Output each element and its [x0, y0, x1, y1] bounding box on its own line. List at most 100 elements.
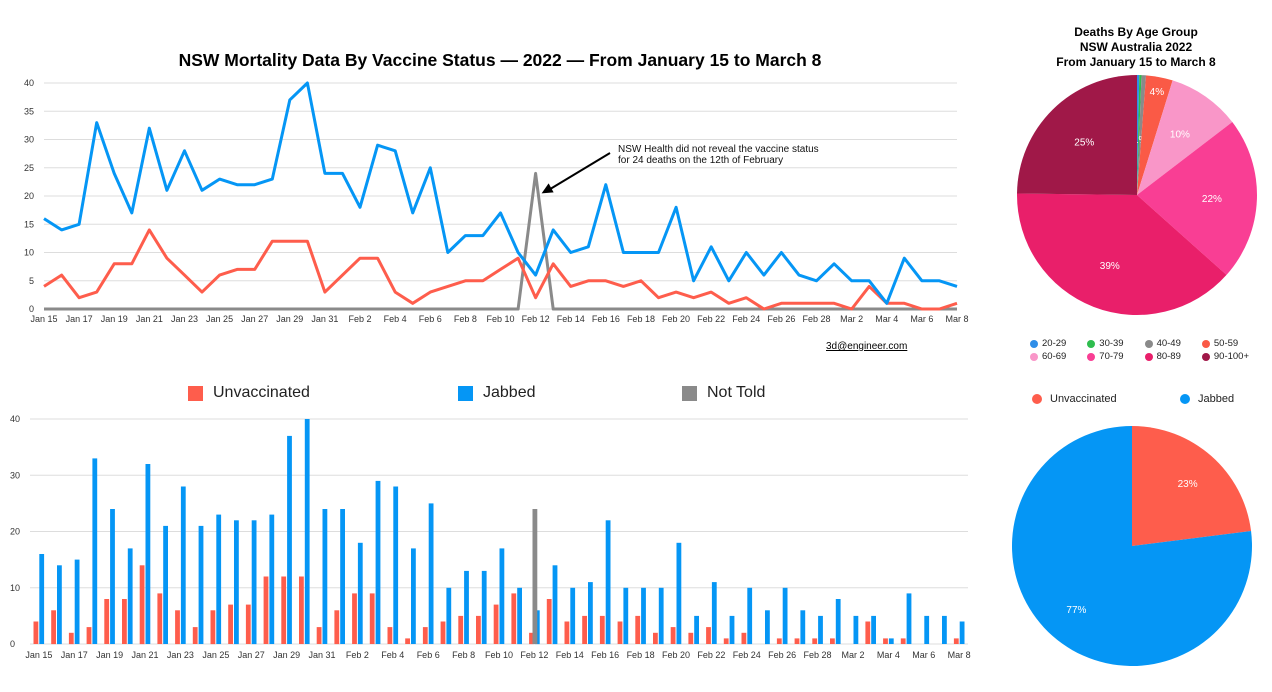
- bar-jabbed: [942, 615, 947, 644]
- bar-x-tick-label: Feb 2: [346, 650, 369, 660]
- bar-x-tick-label: Jan 15: [25, 650, 52, 660]
- age-pie-slice-70-79: [1137, 122, 1257, 275]
- bar-unvaccinated: [511, 593, 517, 644]
- bar-unvaccinated: [706, 627, 711, 644]
- line-x-tick-label: Jan 15: [30, 314, 57, 324]
- bar-unvaccinated: [175, 610, 180, 645]
- bar-unvaccinated: [440, 621, 446, 644]
- age-legend-item-30-39: 30-39: [1087, 338, 1134, 349]
- vax-legend-dot-jabbed: [1180, 394, 1190, 404]
- bar-x-tick-label: Jan 19: [96, 650, 123, 660]
- age-pie-slice-label-60-69: 10%: [1170, 130, 1190, 141]
- bar-unvaccinated: [210, 610, 216, 645]
- bar-unvaccinated: [653, 632, 658, 645]
- age-pie-slice-50-59: [1137, 75, 1173, 195]
- line-x-tick-label: Feb 20: [662, 314, 690, 324]
- bar-y-tick-label: 30: [10, 470, 20, 480]
- age-pie-slice-80-89: [1017, 193, 1227, 315]
- credit-link[interactable]: 3d@engineer.com: [826, 341, 908, 352]
- bar-unvaccinated: [546, 599, 552, 644]
- vax-pie-legend-unvaccinated: Unvaccinated: [1032, 393, 1117, 405]
- age-legend-dot: [1030, 352, 1038, 361]
- bar-unvaccinated: [139, 565, 145, 645]
- bar-x-tick-label: Feb 16: [591, 650, 619, 660]
- bar-y-tick-label: 10: [10, 583, 20, 593]
- line-x-tick-label: Feb 18: [627, 314, 655, 324]
- bar-jabbed: [481, 570, 487, 644]
- bar-jabbed: [375, 480, 381, 644]
- annotation-text-line-1: NSW Health did not reveal the vaccine st…: [618, 144, 819, 155]
- line-x-tick-label: Feb 24: [732, 314, 760, 324]
- bar-unvaccinated: [51, 610, 56, 645]
- age-legend-dot: [1201, 352, 1210, 361]
- bar-x-tick-label: Jan 17: [61, 650, 88, 660]
- legend-label-not-told: Not Told: [707, 384, 766, 401]
- age-legend-item-40-49: 40-49: [1144, 338, 1192, 349]
- bar-x-tick-label: Feb 22: [697, 650, 725, 660]
- bar-jabbed: [499, 548, 505, 644]
- bar-unvaccinated: [812, 638, 818, 644]
- bar-unvaccinated: [582, 615, 587, 644]
- bar-jabbed: [623, 587, 629, 645]
- series-line-not-told: [44, 171, 957, 311]
- line-x-tick-label: Feb 28: [803, 314, 831, 324]
- bar-unvaccinated: [458, 615, 464, 644]
- series-line-jabbed: [43, 81, 958, 305]
- bar-x-tick-label: Feb 20: [662, 650, 690, 660]
- bar-unvaccinated: [86, 627, 92, 644]
- bar-unvaccinated: [529, 632, 534, 645]
- line-x-tick-label: Jan 17: [66, 314, 93, 324]
- bar-jabbed: [765, 610, 770, 645]
- bar-jabbed: [304, 419, 310, 644]
- line-x-tick-label: Jan 25: [206, 314, 233, 324]
- bar-jabbed: [552, 565, 558, 645]
- bar-jabbed: [428, 503, 434, 644]
- age-legend-label: 70-79: [1099, 351, 1124, 362]
- line-y-tick-label: 25: [24, 163, 34, 173]
- legend-swatch-not-told: [682, 385, 697, 401]
- line-x-tick-label: Jan 27: [241, 314, 268, 324]
- age-pie-slice-label-70-79: 22%: [1202, 194, 1222, 205]
- bar-jabbed: [180, 486, 186, 644]
- bar-x-tick-label: Feb 18: [627, 650, 655, 660]
- line-x-tick-label: Mar 4: [875, 314, 898, 324]
- line-x-tick-label: Feb 14: [557, 314, 585, 324]
- bar-y-tick-label: 20: [10, 527, 20, 537]
- bar-unvaccinated: [794, 638, 800, 644]
- legend-not-told: Not Told: [682, 384, 765, 402]
- bar-jabbed: [269, 514, 275, 644]
- age-pie-slice-30-39: [1137, 75, 1142, 195]
- vax-pie-slice-label-jabbed: 77%: [1066, 605, 1086, 616]
- bar-jabbed: [287, 435, 292, 644]
- bar-y-tick-label: 40: [10, 414, 20, 424]
- age-pie-legend: 20-29 30-39 40-49 50-59 60-69 70-79 80-89 90-10…: [1030, 338, 1260, 362]
- bar-unvaccinated: [104, 599, 110, 644]
- bar-jabbed: [145, 464, 151, 644]
- bar-jabbed: [357, 542, 363, 645]
- line-x-tick-label: Feb 4: [384, 314, 407, 324]
- bar-x-tick-label: Feb 4: [381, 650, 404, 660]
- legend-unvaccinated: Unvaccinated: [188, 384, 310, 402]
- bar-x-tick-label: Mar 6: [912, 650, 935, 660]
- annotation-arrow-head: [541, 183, 554, 194]
- line-y-tick-label: 5: [29, 276, 34, 286]
- line-y-tick-label: 10: [24, 248, 34, 258]
- age-legend-item-90-100: 90-100+: [1201, 351, 1260, 362]
- line-x-tick-label: Feb 10: [486, 314, 514, 324]
- line-x-tick-label: Mar 2: [840, 314, 863, 324]
- bar-jabbed: [92, 458, 98, 644]
- bar-jabbed: [446, 587, 452, 645]
- bar-jabbed: [747, 587, 753, 645]
- vax-pie-chart: 23% 77%: [1011, 426, 1252, 666]
- bar-unvaccinated: [334, 610, 340, 645]
- bar-x-tick-label: Feb 14: [556, 650, 584, 660]
- bar-unvaccinated: [830, 638, 835, 644]
- age-pie-slice-40-49: [1137, 75, 1147, 195]
- bar-unvaccinated: [776, 638, 782, 644]
- bar-jabbed: [340, 509, 345, 644]
- bar-unvaccinated: [352, 593, 357, 644]
- bar-jabbed: [924, 615, 930, 644]
- bar-unvaccinated: [422, 627, 428, 644]
- bar-jabbed: [251, 520, 257, 645]
- bar-jabbed: [658, 587, 664, 645]
